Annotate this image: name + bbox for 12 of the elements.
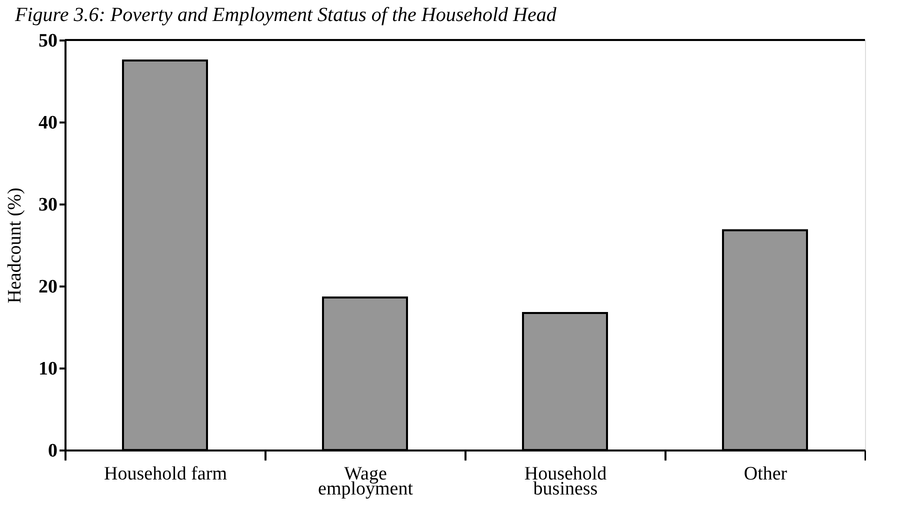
x-tick-label: Household business bbox=[524, 464, 608, 500]
chart-title: Figure 3.6: Poverty and Employment Status of the Household Head bbox=[14, 4, 558, 26]
y-tick-label: 50 bbox=[38, 30, 58, 52]
y-tick-label: 0 bbox=[48, 440, 58, 462]
x-tick-label: Household farm bbox=[104, 464, 228, 484]
y-tick-label: 10 bbox=[38, 358, 58, 380]
y-tick-label: 30 bbox=[38, 194, 58, 216]
y-tick-label: 20 bbox=[38, 276, 58, 298]
y-axis-title: Headcount (%) bbox=[4, 188, 26, 304]
x-tick-label: Wage employment bbox=[318, 464, 414, 500]
y-tick-label: 40 bbox=[38, 112, 58, 134]
x-tick-label: Other bbox=[744, 464, 788, 484]
